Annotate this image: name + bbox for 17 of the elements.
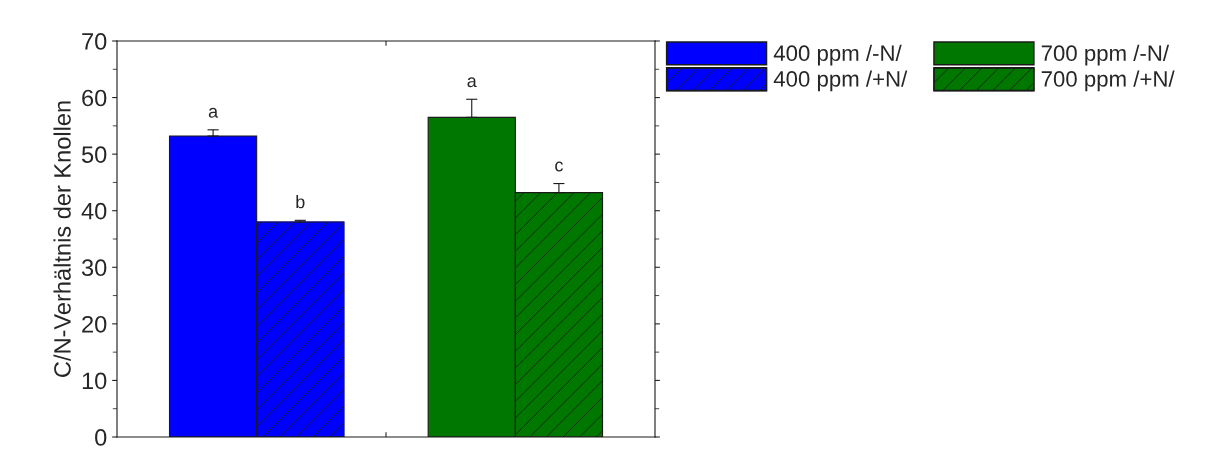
- annotation: a: [208, 107, 219, 118]
- y-tick-label: 30: [81, 259, 107, 277]
- y-tick-label: 40: [81, 202, 107, 220]
- y-tick-label: 50: [81, 146, 107, 163]
- y-tick-label: 20: [82, 315, 107, 333]
- legend-label: 700 ppm /+N/: [1041, 70, 1175, 92]
- y-tick-label: 10: [82, 372, 107, 390]
- y-tick-label: 0: [95, 429, 107, 446]
- y-tick-label: 70: [82, 33, 107, 50]
- legend-label: 700 ppm /-N/: [1041, 44, 1170, 66]
- y-tick-label: 60: [82, 89, 107, 107]
- annotation: b: [296, 195, 305, 209]
- legend-label: 400 ppm /-N/: [773, 44, 902, 66]
- y-axis-title: C/N-Verhältnis der Knollen: [53, 101, 71, 377]
- annotation: c: [555, 161, 563, 172]
- legend-label: 400 ppm /+N/: [773, 70, 908, 92]
- annotation: a: [467, 77, 477, 88]
